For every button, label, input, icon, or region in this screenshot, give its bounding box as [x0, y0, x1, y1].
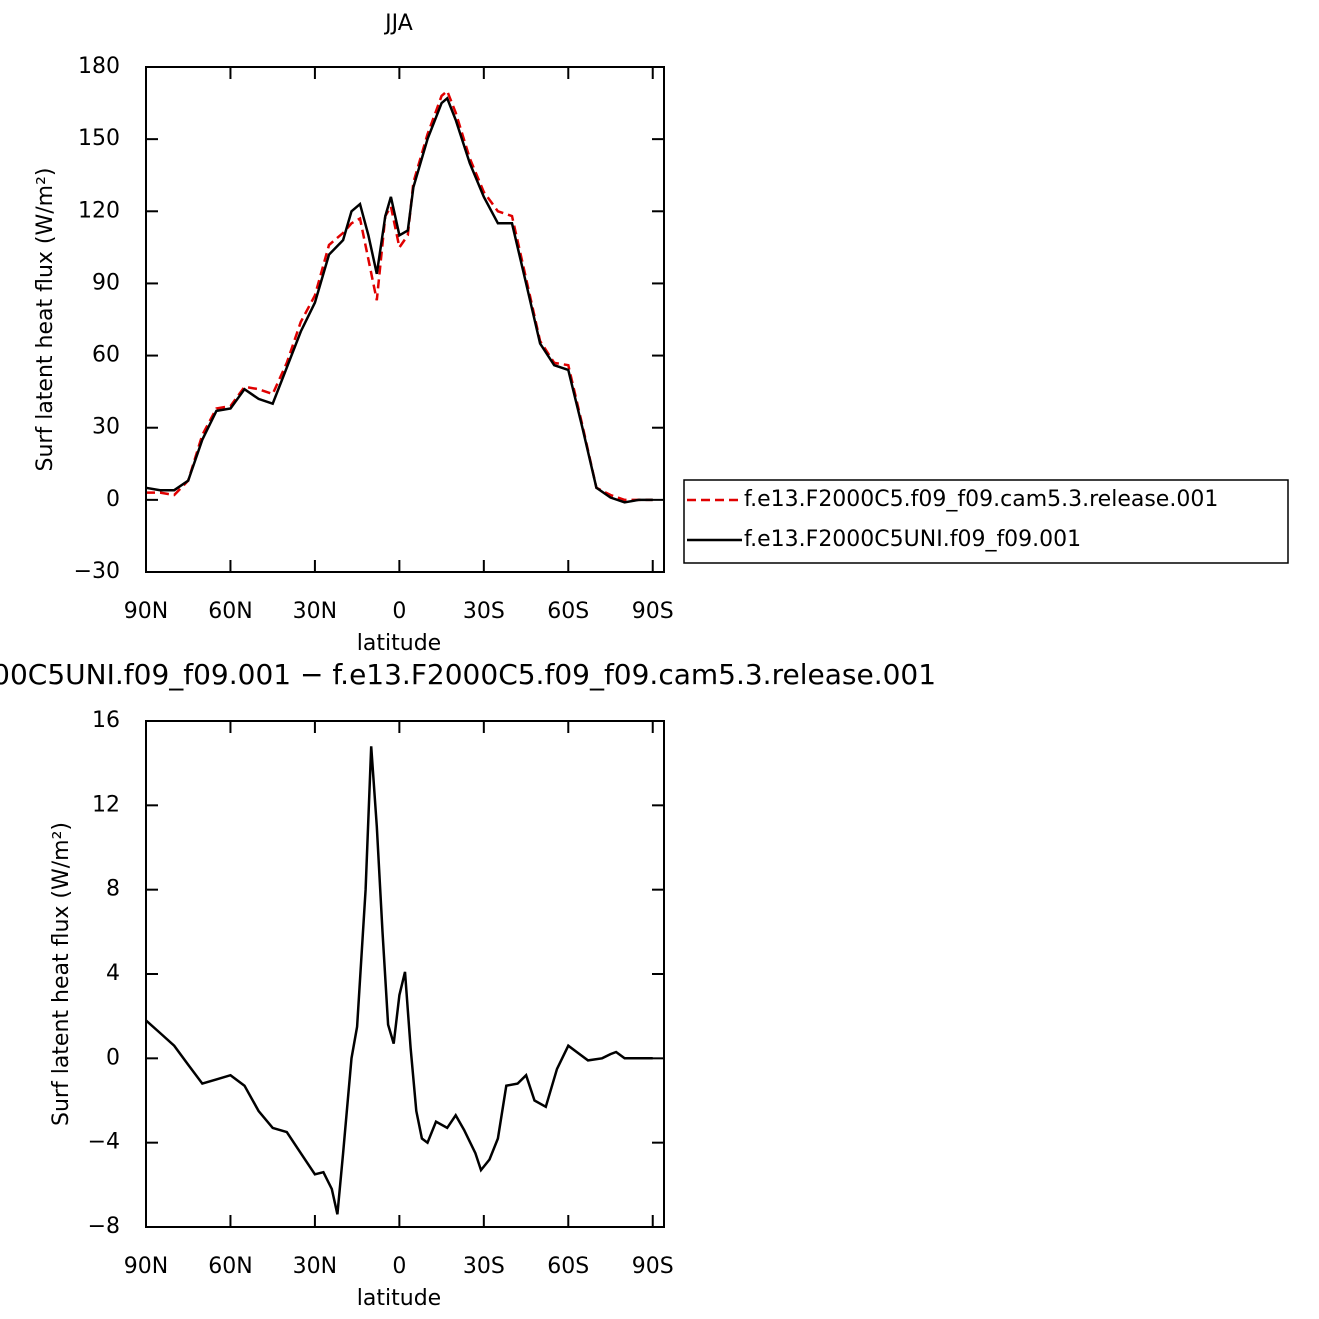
- y-tick-label: 12: [92, 792, 120, 817]
- y-tick-label: 120: [78, 198, 120, 223]
- y-tick-label: 30: [92, 415, 120, 440]
- y-tick-label: 60: [92, 343, 120, 368]
- y-tick-label: 0: [106, 487, 120, 512]
- plot-frame: [145, 66, 665, 573]
- y-tick-label: 0: [106, 1045, 120, 1070]
- legend-box: [683, 479, 1289, 564]
- y-tick-label: 150: [78, 126, 120, 151]
- y-tick-label: −8: [88, 1214, 120, 1239]
- x-tick-label: 0: [392, 1254, 406, 1279]
- x-axis-label: latitude: [357, 631, 441, 656]
- x-axis-label: latitude: [357, 1286, 441, 1311]
- y-tick-label: −4: [88, 1130, 120, 1155]
- y-axis-label: Surf latent heat flux (W/m²): [33, 168, 58, 472]
- chart-title: JJA: [383, 11, 413, 36]
- x-tick-label: 60N: [208, 1254, 252, 1279]
- x-tick-label: 30N: [293, 1254, 337, 1279]
- chart-title: f.e13.F2000C5UNI.f09_f09.001 − f.e13.F20…: [0, 658, 936, 691]
- y-axis-label: Surf latent heat flux (W/m²): [49, 822, 74, 1126]
- x-tick-label: 90N: [124, 599, 168, 624]
- y-tick-label: 90: [92, 270, 120, 295]
- legend-label: f.e13.F2000C5.f09_f09.cam5.3.release.001: [744, 487, 1218, 512]
- legend-label: f.e13.F2000C5UNI.f09_f09.001: [744, 527, 1081, 552]
- x-tick-label: 30S: [463, 1254, 505, 1279]
- x-tick-label: 90S: [632, 599, 674, 624]
- x-tick-label: 90S: [632, 1254, 674, 1279]
- y-tick-label: 8: [106, 877, 120, 902]
- y-tick-label: −30: [74, 559, 120, 584]
- y-tick-label: 4: [106, 961, 120, 986]
- data-line: [145, 96, 653, 504]
- data-line: [145, 746, 653, 1215]
- x-tick-label: 30N: [293, 599, 337, 624]
- x-tick-label: 60N: [208, 599, 252, 624]
- y-tick-label: 16: [92, 708, 120, 733]
- x-tick-label: 90N: [124, 1254, 168, 1279]
- data-line: [146, 88, 653, 502]
- x-tick-label: 60S: [547, 599, 589, 624]
- x-tick-label: 30S: [463, 599, 505, 624]
- x-tick-label: 60S: [547, 1254, 589, 1279]
- x-tick-label: 0: [392, 599, 406, 624]
- y-tick-label: 180: [78, 54, 120, 79]
